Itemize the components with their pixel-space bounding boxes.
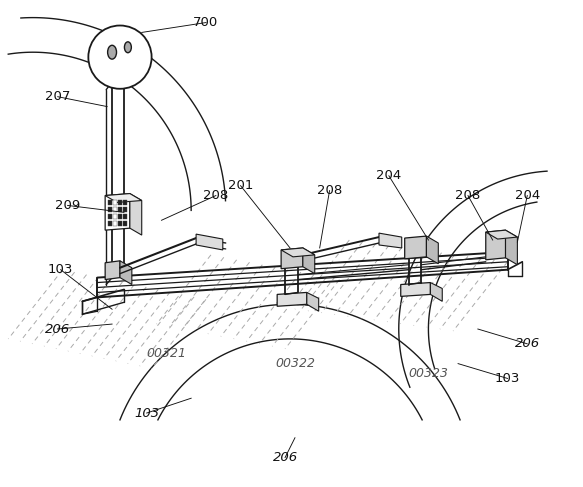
Text: 208: 208 (455, 189, 480, 202)
Polygon shape (105, 261, 120, 280)
Polygon shape (281, 248, 303, 269)
Text: 206: 206 (515, 337, 540, 350)
Bar (118, 207, 122, 212)
Polygon shape (277, 292, 307, 306)
Text: 209: 209 (55, 199, 80, 212)
Bar (108, 214, 112, 219)
Text: 204: 204 (376, 169, 402, 182)
Bar (123, 214, 127, 219)
Polygon shape (196, 234, 223, 250)
Polygon shape (281, 248, 315, 257)
Ellipse shape (124, 42, 131, 53)
Text: 201: 201 (228, 179, 253, 192)
Polygon shape (486, 230, 517, 239)
Polygon shape (379, 233, 402, 248)
Bar (123, 221, 127, 226)
Text: 00321: 00321 (146, 347, 187, 360)
Text: 206: 206 (45, 322, 71, 336)
Bar (108, 207, 112, 212)
Bar (113, 207, 117, 212)
Text: 103: 103 (495, 372, 520, 385)
Text: 204: 204 (515, 189, 540, 202)
Ellipse shape (108, 45, 117, 59)
Text: 206: 206 (272, 451, 298, 464)
Text: 103: 103 (134, 407, 159, 419)
Polygon shape (430, 282, 442, 301)
Polygon shape (405, 236, 426, 259)
Bar (118, 201, 122, 206)
Polygon shape (105, 193, 130, 230)
Bar (113, 201, 117, 206)
Text: 00323: 00323 (409, 367, 448, 380)
Text: 208: 208 (317, 184, 342, 197)
Polygon shape (303, 248, 315, 274)
Circle shape (89, 25, 152, 89)
Bar (108, 221, 112, 226)
Bar (118, 221, 122, 226)
Polygon shape (130, 193, 142, 235)
Text: 00322: 00322 (275, 357, 315, 370)
Text: 207: 207 (45, 90, 71, 103)
Text: 700: 700 (194, 16, 219, 29)
Polygon shape (105, 193, 142, 203)
Bar (123, 201, 127, 206)
Polygon shape (120, 261, 132, 284)
Bar (108, 201, 112, 206)
Polygon shape (401, 282, 430, 297)
Polygon shape (505, 230, 517, 265)
Bar (118, 214, 122, 219)
Text: 103: 103 (48, 263, 73, 276)
Bar (113, 221, 117, 226)
Bar (113, 214, 117, 219)
Polygon shape (426, 236, 438, 264)
Polygon shape (307, 292, 319, 311)
Bar (123, 207, 127, 212)
Text: 208: 208 (203, 189, 229, 202)
Polygon shape (486, 230, 505, 260)
